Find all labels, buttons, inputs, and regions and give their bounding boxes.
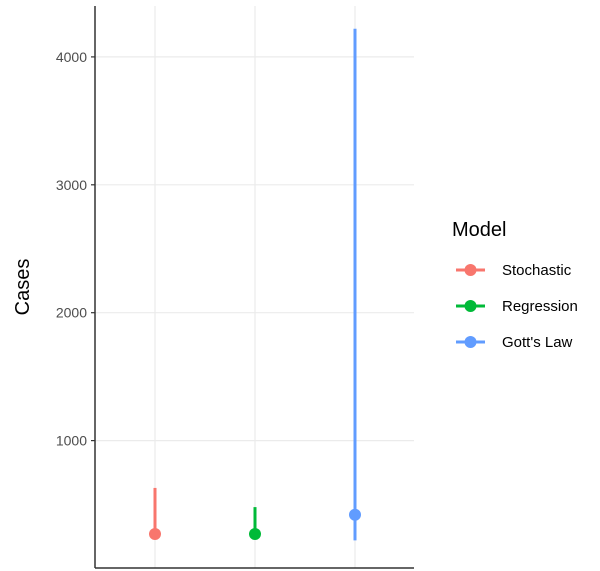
legend-item-stochastic: Stochastic (456, 262, 572, 279)
y-tick-label-3000: 3000 (56, 177, 87, 193)
point-gott-s-law (349, 508, 361, 521)
series-stochastic (149, 487, 161, 540)
legend-label-regression: Regression (502, 298, 578, 315)
axes (94, 6, 414, 569)
series-marks (149, 28, 361, 541)
legend-label-stochastic: Stochastic (502, 262, 572, 279)
point-regression (249, 527, 261, 540)
legend-key-point-regression (464, 300, 477, 312)
legend-label-gott-s-law: Gott's Law (502, 334, 573, 351)
y-axis-ticks: 1000 2000 3000 4000 (56, 49, 95, 449)
grid (95, 6, 414, 568)
legend-item-gott-s-law: Gott's Law (456, 334, 573, 351)
series-gott-s-law (349, 28, 361, 541)
y-tick-label-2000: 2000 (56, 305, 87, 321)
legend-key-point-stochastic (464, 264, 477, 276)
legend-title: Model (452, 219, 506, 241)
y-axis-title: Cases (12, 259, 34, 316)
series-regression (249, 507, 261, 540)
y-tick-label-4000: 4000 (56, 49, 87, 65)
legend: Model Stochastic Regression Gott's Law (452, 219, 578, 351)
legend-item-regression: Regression (456, 298, 578, 315)
y-tick-label-1000: 1000 (56, 433, 87, 449)
point-stochastic (149, 527, 161, 540)
legend-key-point-gott-s-law (464, 336, 477, 348)
